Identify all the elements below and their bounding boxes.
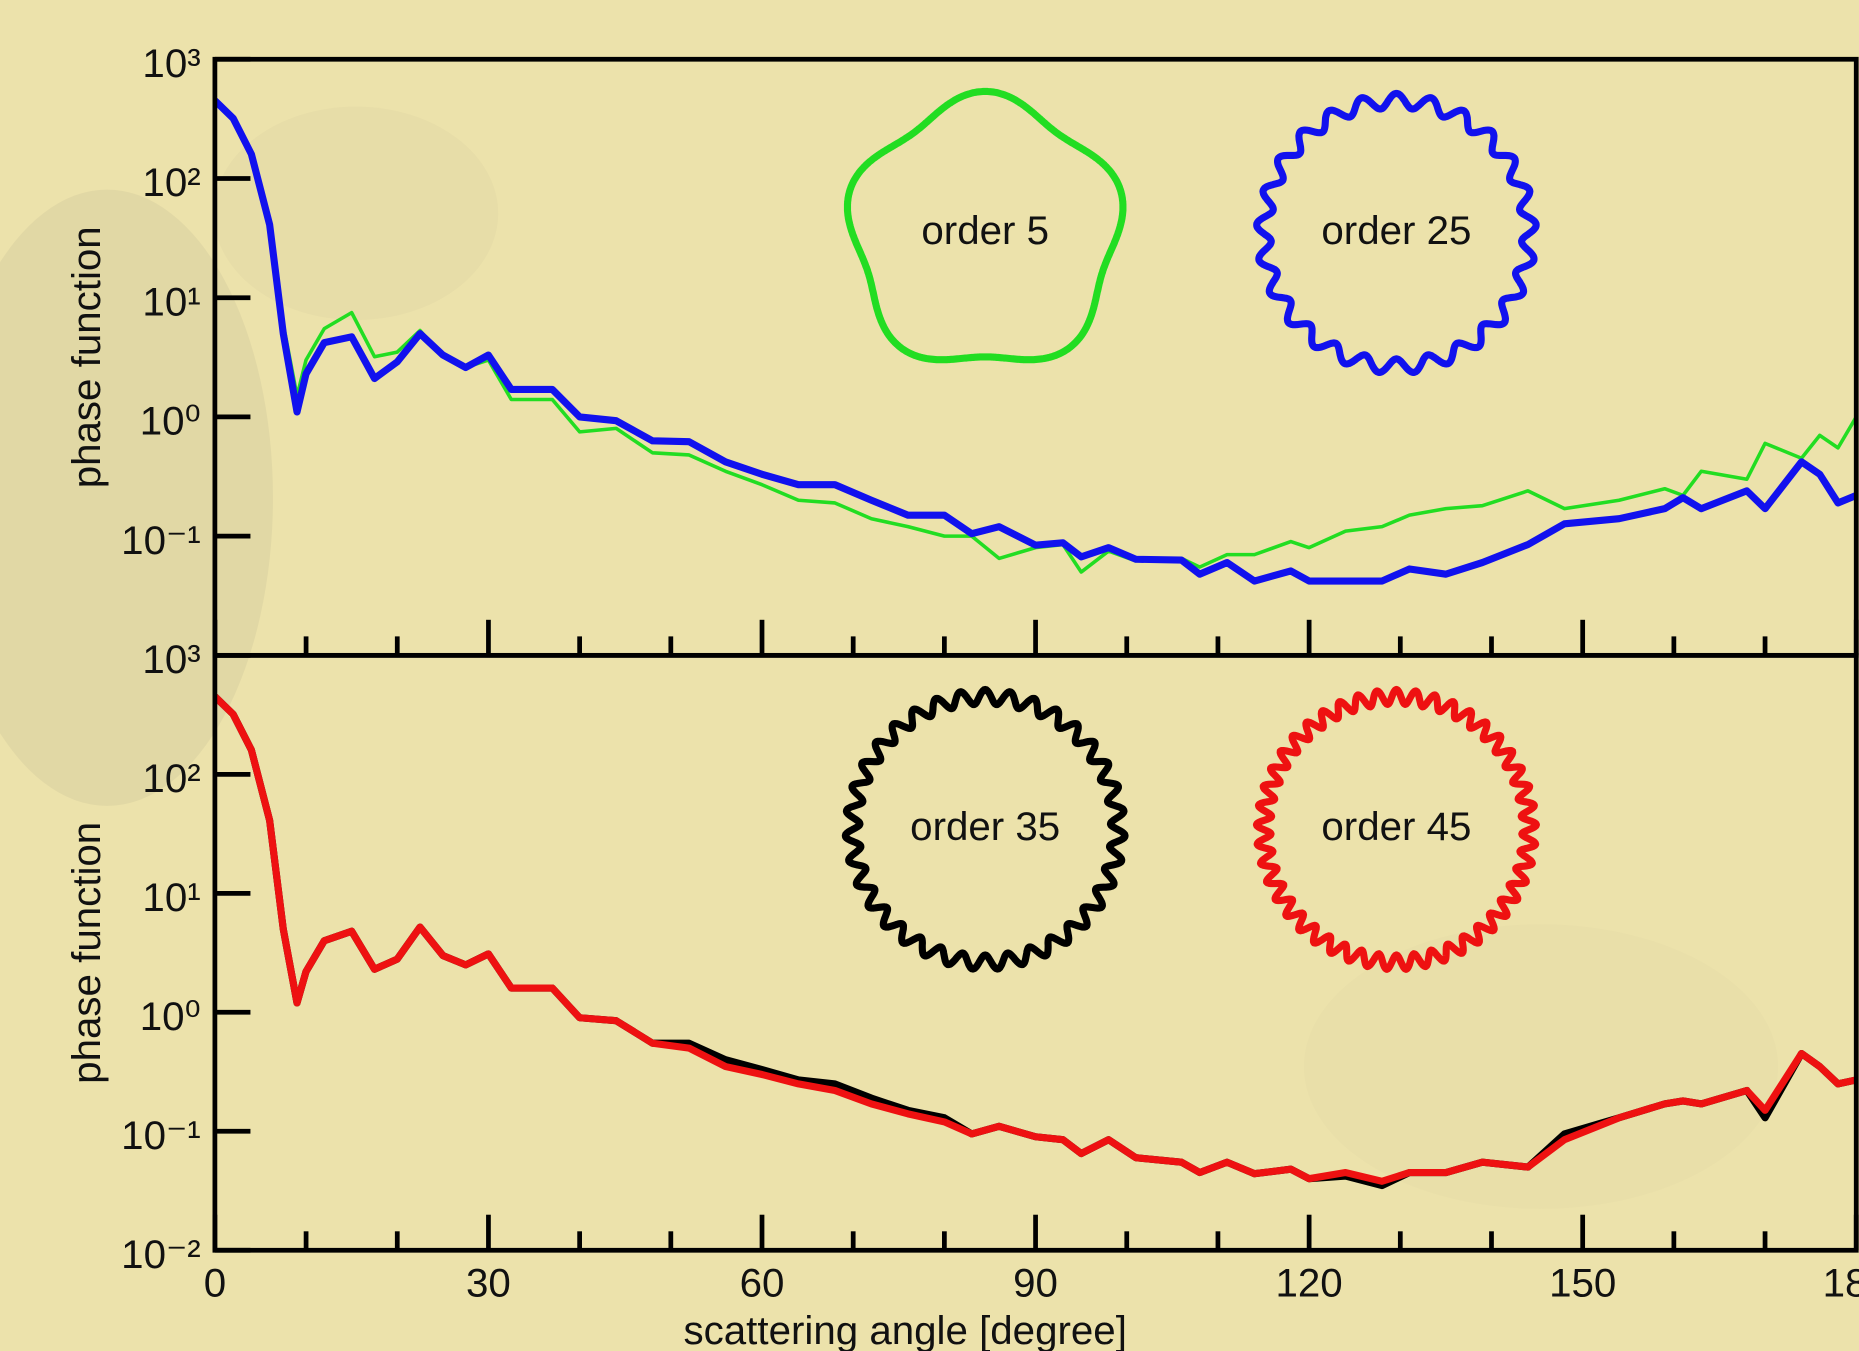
- y-tick-label: 10⁰: [140, 994, 201, 1039]
- y-tick-label: 10⁻¹: [121, 518, 200, 563]
- legend-label: order 25: [1321, 208, 1471, 253]
- background-texture: [214, 107, 498, 320]
- x-tick-label: 30: [466, 1260, 511, 1305]
- legend-label: order 45: [1321, 804, 1471, 849]
- y-tick-label: 10²: [142, 160, 200, 205]
- chart: order 5 order 25 10³ 10² 10¹ 10⁰ 10⁻¹ phase fun…: [0, 0, 1859, 1351]
- background-texture: [1304, 924, 1778, 1208]
- legend-label: order 5: [921, 208, 1049, 253]
- x-tick-label: 150: [1549, 1260, 1616, 1305]
- y-tick-label: 10³: [142, 637, 200, 682]
- x-tick-label: 180: [1823, 1260, 1859, 1305]
- x-tick-label: 0: [204, 1260, 226, 1305]
- y-tick-label: 10²: [142, 756, 200, 801]
- x-axis-label: scattering angle [degree]: [684, 1308, 1127, 1351]
- y-tick-label: 10¹: [142, 875, 200, 920]
- legend-label: order 35: [910, 804, 1060, 849]
- y-axis-label: phase function: [64, 226, 109, 488]
- y-tick-label: 10⁰: [140, 399, 201, 444]
- y-tick-label: 10⁻²: [121, 1232, 200, 1277]
- y-tick-label: 10³: [142, 41, 200, 86]
- y-tick-label: 10⁻¹: [121, 1113, 200, 1158]
- x-tick-label: 120: [1276, 1260, 1343, 1305]
- x-tick-label: 90: [1013, 1260, 1058, 1305]
- x-tick-label: 60: [740, 1260, 785, 1305]
- page: {"chart_data": [ {"type": "line", "ylabe…: [0, 0, 1859, 1351]
- y-tick-label: 10¹: [142, 279, 200, 324]
- y-axis-label: phase function: [64, 822, 109, 1084]
